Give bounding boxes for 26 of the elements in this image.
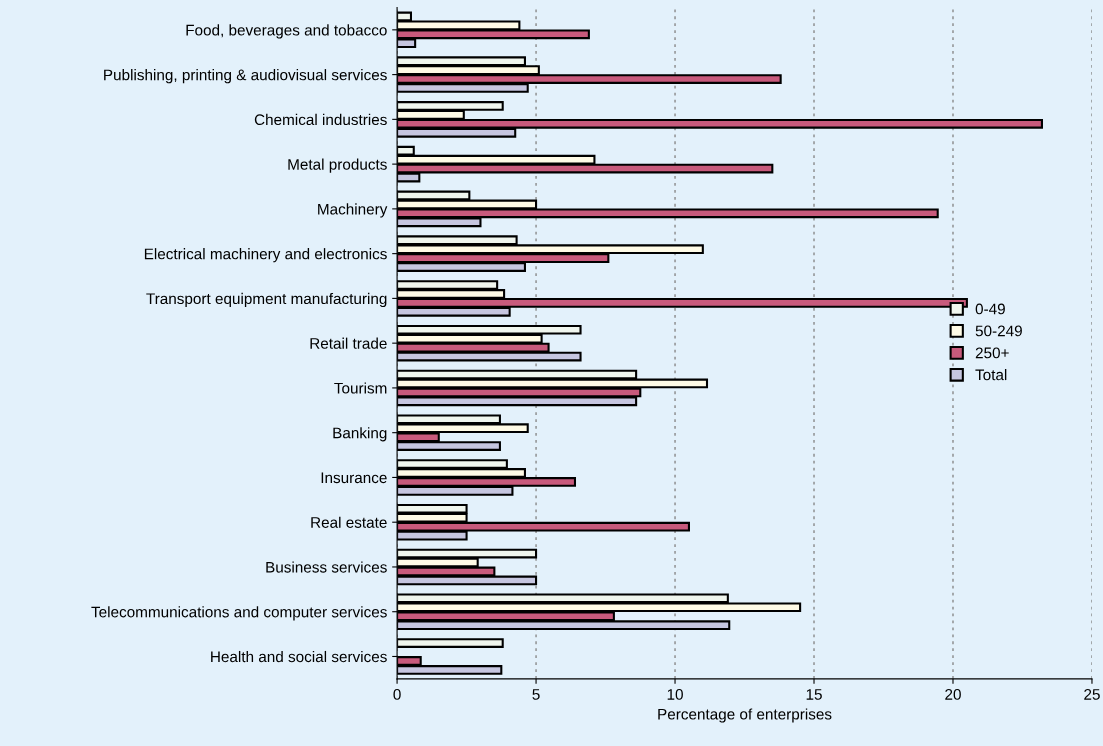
- y-tick-label: Machinery: [318, 203, 388, 218]
- y-tick-label: Banking: [333, 427, 387, 442]
- x-tick-label: 5: [532, 689, 540, 700]
- y-tick-label: Health and social services: [211, 650, 387, 663]
- y-tick-label: Retail trade: [310, 337, 387, 349]
- y-tick-label: Transport equipment manufacturing: [146, 292, 387, 308]
- legend-label: 50-249: [975, 325, 1022, 337]
- legend-label: 250+: [975, 347, 1009, 359]
- y-tick-label: Chemical industries: [254, 113, 387, 126]
- x-axis-title: Percentage of enterprises: [658, 708, 832, 723]
- y-tick-label: Tourism: [334, 382, 387, 394]
- x-tick-label: 20: [945, 688, 961, 700]
- legend-label: 0-49: [975, 303, 1005, 315]
- y-tick-label: Telecommunications and computer services: [91, 606, 387, 621]
- y-tick-label: Food, beverages and tobacco: [186, 24, 387, 39]
- y-tick-label: Insurance: [321, 472, 387, 484]
- x-tick-label: 15: [806, 689, 822, 700]
- y-tick-label: Metal products: [288, 158, 387, 173]
- x-tick-label: 0: [393, 688, 401, 700]
- y-tick-label: Electrical machinery and electronics: [144, 248, 387, 263]
- legend-label: Total: [975, 369, 1007, 381]
- y-tick-label: Publishing, printing & audiovisual services: [104, 69, 387, 84]
- x-tick-label: 25: [1084, 688, 1100, 700]
- y-tick-label: Real estate: [311, 516, 387, 528]
- y-tick-label: Business services: [266, 561, 387, 573]
- x-tick-label: 10: [667, 688, 683, 700]
